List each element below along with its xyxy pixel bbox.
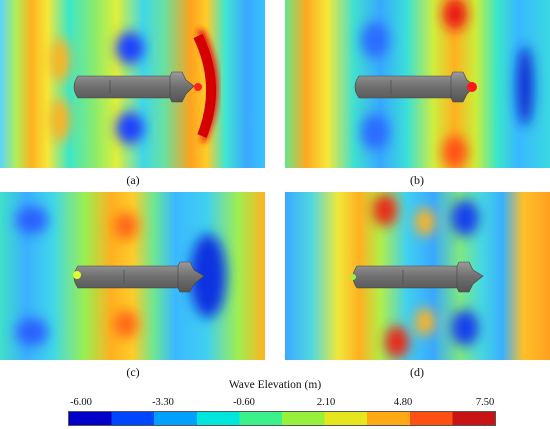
- ship-hull-icon: [350, 261, 484, 293]
- colorbar-tick: 7.50: [475, 397, 495, 408]
- panel-label-b: (b): [410, 173, 424, 187]
- panel-label-d: (d): [410, 365, 424, 379]
- ship-hull-icon: [73, 261, 205, 293]
- contour-panel-c: [0, 192, 265, 360]
- colorbar-tick: -3.30: [152, 397, 174, 408]
- contour-panel-b: [285, 0, 550, 168]
- colorbar-tick: -6.00: [70, 397, 92, 408]
- ship-hull-icon: [73, 71, 202, 103]
- colorbar-tick: -0.60: [233, 397, 255, 408]
- panel-label-c: (c): [126, 365, 140, 379]
- ship-hull-icon: [354, 71, 477, 103]
- colorbar-tick: 2.10: [316, 397, 336, 408]
- colorbar-scale: [68, 411, 496, 426]
- contour-panel-d: [285, 192, 550, 360]
- panel-label-a: (a): [126, 173, 140, 187]
- contour-panel-a: [0, 0, 265, 168]
- colorbar-tick: 4.80: [393, 397, 413, 408]
- colorbar-title: Wave Elevation (m): [228, 379, 322, 391]
